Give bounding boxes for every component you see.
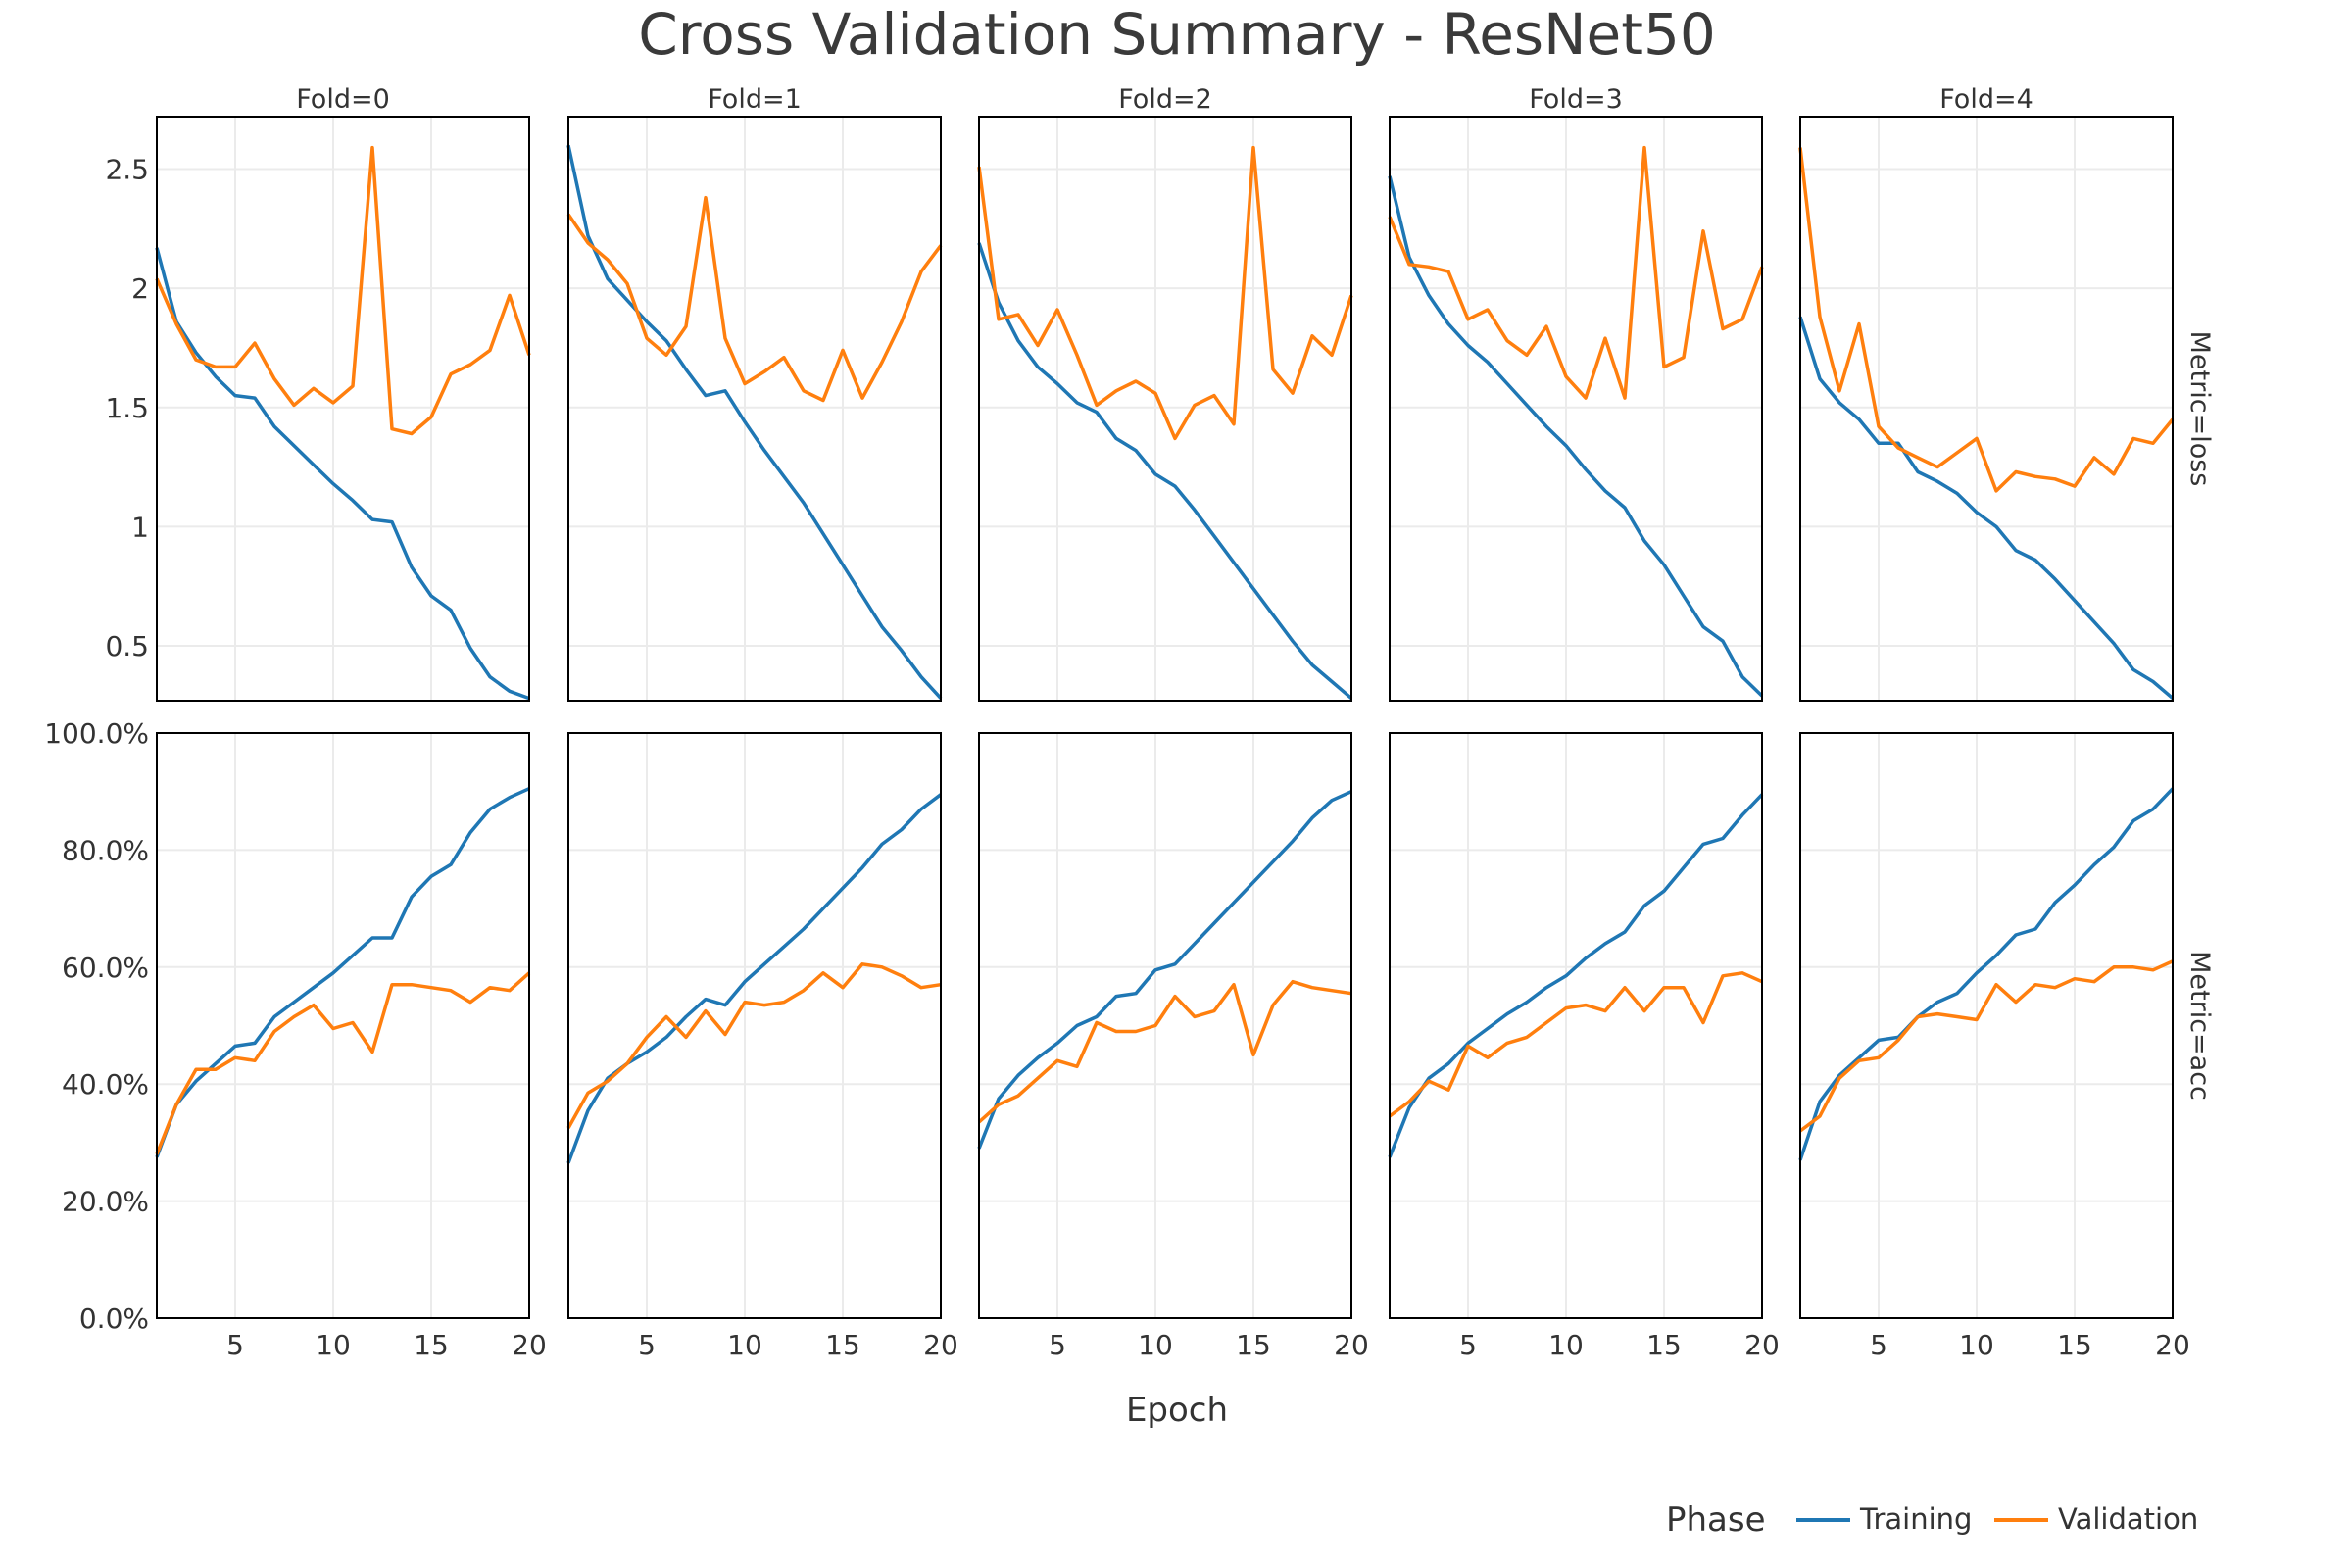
y-tick-label: 20.0% <box>62 1186 149 1218</box>
x-tick-label: 20 <box>512 1329 547 1361</box>
panel-acc-fold-0: 0.0% 20.0% 40.0% 60.0% 80.0% 100.0% 5 10 15 20 <box>44 717 547 1361</box>
series-line-training <box>155 247 530 701</box>
legend-training-label: Training <box>1859 1502 1972 1536</box>
x-tick-label: 15 <box>2057 1329 2092 1361</box>
panel-frame <box>156 732 530 1319</box>
panel-loss-fold-0: Fold=0 0.5 1 1.5 2 2.5 <box>105 84 531 702</box>
series-line-training <box>1388 793 1764 1158</box>
panel-frame <box>1799 732 2174 1319</box>
x-tick-label: 10 <box>1548 1329 1584 1361</box>
y-tick-label: 1 <box>131 511 149 543</box>
x-tick-label: 20 <box>2155 1329 2190 1361</box>
panel-acc-fold-1: 5 10 15 20 <box>566 732 958 1361</box>
panel-loss-fold-4: Fold=4 <box>1798 84 2175 702</box>
y-tick-label: 0.0% <box>79 1302 149 1335</box>
y-tick-label: 2.5 <box>105 154 149 186</box>
x-tick-label: 20 <box>923 1329 958 1361</box>
x-tick-label: 20 <box>1744 1329 1780 1361</box>
fold-header: Fold=0 <box>296 84 390 115</box>
y-tick-label: 0.5 <box>105 630 149 662</box>
panel-frame <box>978 732 1352 1319</box>
series-line-validation <box>1388 971 1763 1118</box>
legend-validation-label: Validation <box>2058 1502 2198 1536</box>
panel-acc-fold-4: 5 10 15 20 <box>1798 732 2190 1361</box>
x-tick-label: 10 <box>1138 1329 1173 1361</box>
panel-frame <box>1389 732 1763 1319</box>
panel-frame <box>978 116 1352 702</box>
series-line-training <box>977 242 1353 700</box>
chart-title: Cross Validation Summary - ResNet50 <box>638 1 1716 68</box>
y-tick-label: 40.0% <box>62 1068 149 1101</box>
legend: Phase Training Validation <box>1666 1500 2198 1540</box>
x-tick-label: 5 <box>638 1329 656 1361</box>
series-line-validation <box>1798 147 2175 493</box>
panel-frame <box>1389 116 1763 702</box>
series-line-training <box>977 790 1352 1150</box>
fold-header: Fold=2 <box>1118 84 1212 115</box>
series-line-validation <box>566 962 942 1129</box>
legend-title: Phase <box>1666 1500 1766 1540</box>
series-line-validation <box>566 195 943 403</box>
y-tick-label: 1.5 <box>105 392 149 424</box>
panel-frame <box>567 116 942 702</box>
x-tick-label: 10 <box>1959 1329 1994 1361</box>
x-tick-label: 20 <box>1334 1329 1369 1361</box>
panel-frame <box>567 732 942 1319</box>
series-line-training <box>1388 175 1764 698</box>
fold-header: Fold=1 <box>708 84 802 115</box>
panel-acc-fold-2: 5 10 15 20 <box>977 732 1369 1361</box>
fold-header: Fold=3 <box>1529 84 1623 115</box>
x-tick-label: 15 <box>825 1329 860 1361</box>
x-tick-label: 5 <box>1049 1329 1066 1361</box>
y-tick-label: 80.0% <box>62 834 149 866</box>
series-line-validation <box>1798 959 2174 1133</box>
y-tick-label: 60.0% <box>62 952 149 984</box>
panel-frame <box>156 116 530 702</box>
series-line-validation <box>155 145 531 436</box>
series-line-validation <box>977 979 1352 1124</box>
row-label: Metric=acc <box>2184 951 2215 1101</box>
x-tick-label: 5 <box>1870 1329 1887 1361</box>
panel-loss-fold-1: Fold=1 <box>566 84 943 702</box>
x-tick-label: 15 <box>1236 1329 1271 1361</box>
series-line-validation <box>155 971 531 1155</box>
x-tick-label: 15 <box>1646 1329 1682 1361</box>
row-label: Metric=loss <box>2184 331 2215 487</box>
y-tick-label: 100.0% <box>44 717 149 750</box>
series-line-training <box>566 144 943 700</box>
series-line-training <box>1798 316 2175 700</box>
panel-loss-fold-2: Fold=2 <box>977 84 1353 702</box>
series-line-training <box>1798 787 2175 1161</box>
x-tick-label: 5 <box>1459 1329 1477 1361</box>
series-line-validation <box>977 145 1353 441</box>
fold-header: Fold=4 <box>1939 84 2034 115</box>
panel-loss-fold-3: Fold=3 <box>1388 84 1764 702</box>
panel-acc-fold-3: 5 10 15 20 <box>1388 732 1780 1361</box>
series-line-validation <box>1388 145 1764 400</box>
series-line-training <box>155 787 530 1158</box>
x-tick-label: 10 <box>727 1329 762 1361</box>
x-tick-label: 10 <box>316 1329 351 1361</box>
panel-frame <box>1799 116 2174 702</box>
y-tick-label: 2 <box>131 272 149 305</box>
x-tick-label: 5 <box>226 1329 244 1361</box>
x-axis-label: Epoch <box>1126 1391 1228 1430</box>
x-tick-label: 15 <box>414 1329 449 1361</box>
